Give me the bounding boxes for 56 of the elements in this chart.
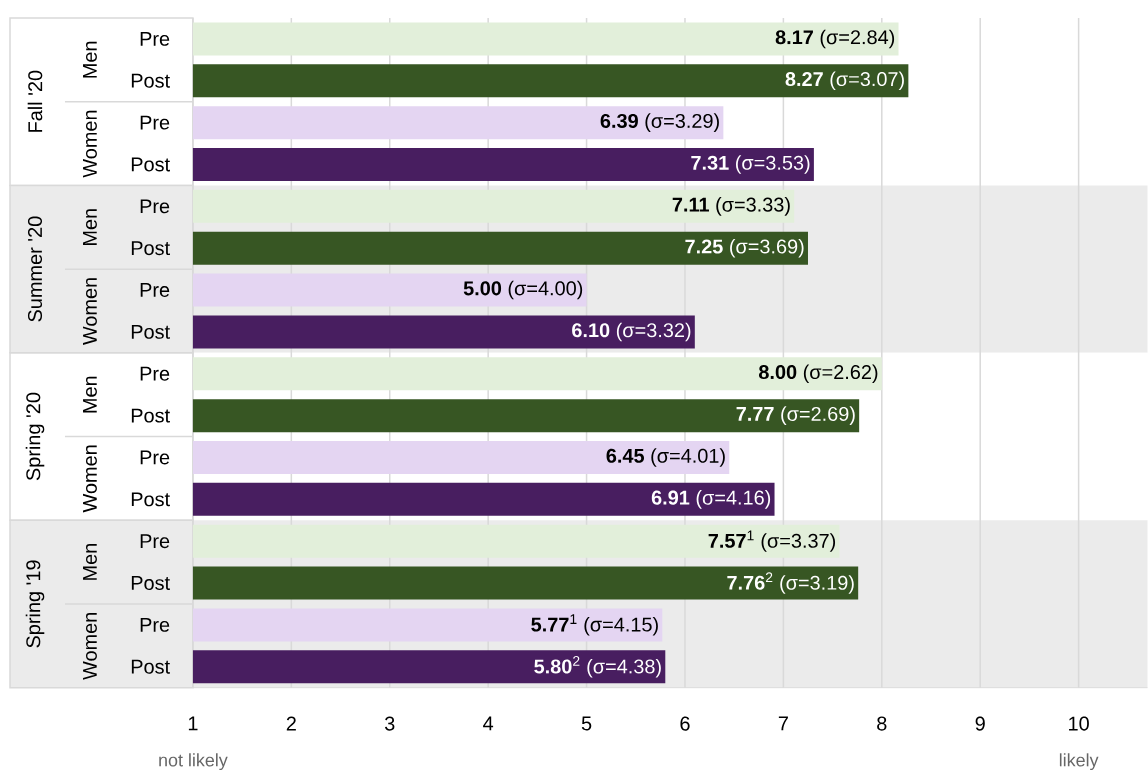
text: not likely	[159, 753, 228, 771]
text: Women	[83, 613, 97, 681]
data-label: 7.31 (σ=3.53)	[691, 155, 810, 174]
data-label: 6.91 (σ=4.16)	[651, 490, 771, 509]
y-tick-label: Pre	[140, 534, 170, 549]
x-tick-label: 4	[483, 716, 494, 731]
y-tick-label: Post	[131, 241, 170, 256]
text: Men	[83, 41, 97, 78]
y-tick-label: Pre	[140, 367, 170, 381]
data-label: 5.77$^{1}$ (σ=4.15)	[531, 614, 658, 636]
x-tick-label: 10	[1069, 716, 1089, 731]
x-tick-label: 7	[778, 716, 788, 731]
y-tick-label: Pre	[140, 618, 170, 633]
data-label: 6.10 (σ=3.32)	[572, 322, 691, 342]
y-tick-label: Post	[131, 576, 170, 591]
y-tick-label: Post	[131, 157, 170, 172]
y-tick-label: Post	[131, 492, 170, 507]
text: Summer '20	[27, 216, 43, 322]
y-tick-label: Post	[131, 408, 170, 423]
text: Women	[83, 110, 97, 178]
text: Spring '20	[25, 393, 45, 481]
text: Spring '19	[25, 560, 45, 648]
data-label: 6.39 (σ=3.29)	[600, 113, 719, 133]
y-tick-label: Pre	[140, 115, 170, 130]
text: Women	[83, 445, 97, 513]
data-label: 7.77 (σ=2.69)	[736, 406, 855, 426]
x-tick-label: 2	[286, 716, 296, 731]
y-tick-label: Pre	[140, 450, 170, 465]
data-label: 6.45 (σ=4.01)	[606, 448, 725, 467]
text: likely	[1059, 753, 1099, 771]
text: Fall '20	[27, 70, 43, 133]
text: Men	[83, 209, 97, 246]
x-tick-label: 1	[188, 716, 198, 731]
y-tick-label: Pre	[140, 283, 170, 298]
data-label: 8.00 (σ=2.62)	[758, 364, 878, 384]
text: Women	[83, 278, 97, 346]
y-tick-label: Post	[131, 325, 170, 340]
data-label: 7.11 (σ=3.33)	[672, 197, 790, 216]
data-label: 7.57$^{1}$ (σ=3.37)	[708, 530, 836, 552]
data-label: 5.80$^{2}$ (σ=4.38)	[534, 656, 661, 678]
y-tick-label: Post	[131, 660, 170, 674]
data-label: 8.17 (σ=2.84)	[775, 29, 895, 49]
text: Men	[83, 544, 97, 581]
x-tick-label: 9	[975, 716, 985, 731]
x-tick-label: 8	[877, 716, 887, 731]
data-label: 7.76$^{2}$ (σ=3.19)	[727, 572, 854, 594]
y-tick-label: Post	[131, 74, 170, 88]
x-tick-label: 6	[680, 716, 690, 731]
x-tick-label: 3	[384, 716, 395, 731]
y-tick-label: Pre	[140, 32, 170, 47]
data-label: 5.00 (σ=4.00)	[463, 280, 583, 300]
x-tick-label: 5	[581, 716, 592, 731]
data-label: 8.27 (σ=3.07)	[785, 71, 904, 91]
data-label: 7.25 (σ=3.69)	[685, 239, 804, 258]
y-tick-label: Pre	[140, 199, 170, 214]
text: Men	[83, 376, 97, 413]
